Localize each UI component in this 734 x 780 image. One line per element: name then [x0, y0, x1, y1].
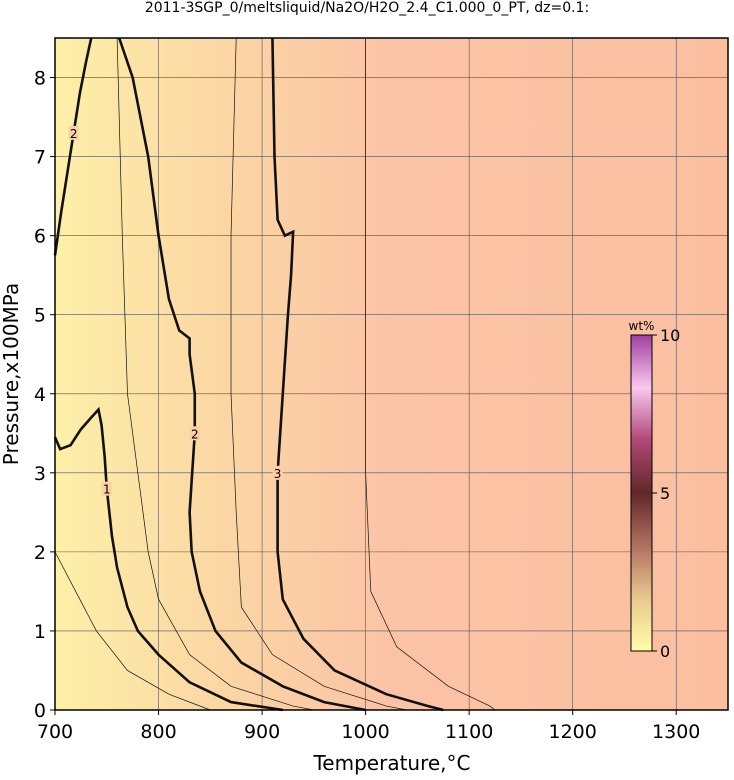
y-tick-label: 1: [34, 621, 46, 643]
x-tick-label: 700: [37, 721, 73, 743]
plot-frame: [54, 37, 729, 711]
y-tick-label: 6: [34, 226, 46, 248]
contour-line: [117, 37, 366, 712]
contour-label: 1: [103, 483, 111, 497]
chart-title: 2011-3SGP_0/meltsliquid/Na2O/H2O_2.4_C1.…: [145, 0, 589, 16]
colorbar-tick-label: 5: [660, 484, 670, 503]
y-axis-label: Pressure,x100MPa: [0, 283, 23, 465]
y-tick-label: 0: [34, 700, 46, 722]
colorbar-tick-label: 0: [660, 642, 670, 661]
x-tick-label: 1300: [652, 721, 700, 743]
contour-label-bg: [272, 465, 283, 480]
contour-label: 3: [274, 467, 282, 481]
heatmap: [55, 38, 728, 710]
contour-line: [230, 37, 408, 711]
contour-label: 2: [70, 127, 78, 141]
contour-label: 2: [191, 427, 199, 441]
y-tick-label: 2: [34, 542, 46, 564]
colorbar-label: wt%: [629, 319, 655, 333]
x-axis-label: Temperature,°C: [312, 751, 470, 775]
x-tick-label: 900: [244, 721, 280, 743]
contour-line: [271, 37, 444, 712]
contour-label-bg: [189, 426, 200, 441]
y-tick-label: 3: [34, 463, 46, 485]
contour-line: [54, 551, 211, 711]
y-tick-label: 8: [34, 68, 46, 90]
y-tick-label: 5: [34, 305, 46, 327]
y-tick-label: 7: [34, 147, 46, 169]
contour-label-bg: [101, 481, 112, 496]
x-tick-label: 1200: [549, 721, 597, 743]
x-tick-label: 800: [140, 721, 176, 743]
contour-line: [365, 38, 496, 711]
x-tick-label: 1000: [341, 721, 389, 743]
colorbar-tick-label: 10: [660, 326, 680, 345]
contour-label-bg: [68, 125, 79, 140]
contour-line: [116, 37, 314, 711]
x-tick-label: 1100: [445, 721, 493, 743]
colorbar: [630, 334, 653, 652]
y-tick-label: 4: [34, 384, 46, 406]
